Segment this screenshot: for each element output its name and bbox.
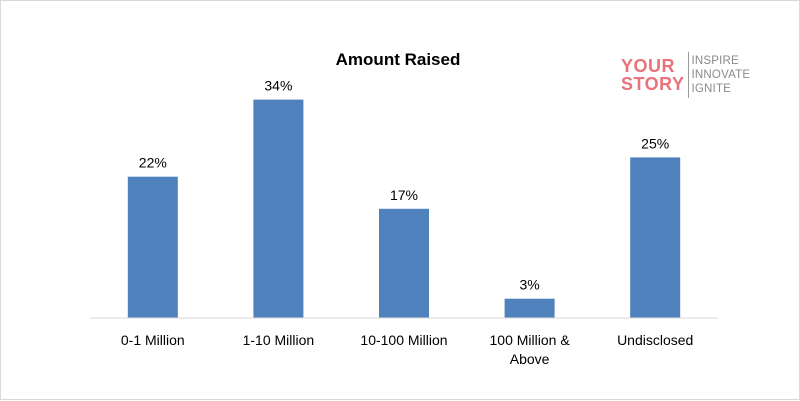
logo-wordmark: YOUR STORY (621, 57, 685, 93)
chart-title: Amount Raised (336, 50, 461, 69)
data-labels-group: 22% 34% 17% 3% 25% (139, 78, 669, 293)
yourstory-logo: YOUR STORY INSPIRE INNOVATE IGNITE (621, 47, 750, 103)
logo-tag-inspire: INSPIRE (691, 55, 739, 67)
logo-tagline: INSPIRE INNOVATE IGNITE (692, 54, 751, 96)
bar-4 (630, 157, 681, 318)
bar-0 (127, 176, 178, 318)
logo-tag-innovate: INNOVATE (691, 69, 751, 81)
data-label-3: 3% (519, 277, 539, 293)
tick-label-4: Undisclosed (617, 332, 693, 348)
logo-word-story: STORY (621, 74, 685, 94)
data-label-0: 22% (139, 155, 167, 171)
logo-divider (687, 52, 689, 98)
bar-1 (253, 99, 304, 318)
tick-label-2: 10-100 Million (360, 332, 447, 348)
logo-word-your: YOUR (621, 56, 676, 76)
tick-label-3-line-0: 100 Million & (490, 332, 571, 348)
logo-tag-ignite: IGNITE (691, 83, 732, 95)
data-label-1: 34% (264, 78, 292, 94)
bars-group (127, 99, 681, 318)
tick-label-1: 1-10 Million (243, 332, 315, 348)
tick-label-0: 0-1 Million (121, 332, 185, 348)
bar-2 (379, 208, 429, 318)
bar-3 (504, 298, 555, 318)
data-label-2: 17% (390, 187, 418, 203)
data-label-4: 25% (641, 135, 669, 151)
tick-label-3-line-1: Above (510, 351, 550, 367)
tick-labels-group: 0-1 Million 1-10 Million 10-100 Million 100… (121, 332, 693, 367)
